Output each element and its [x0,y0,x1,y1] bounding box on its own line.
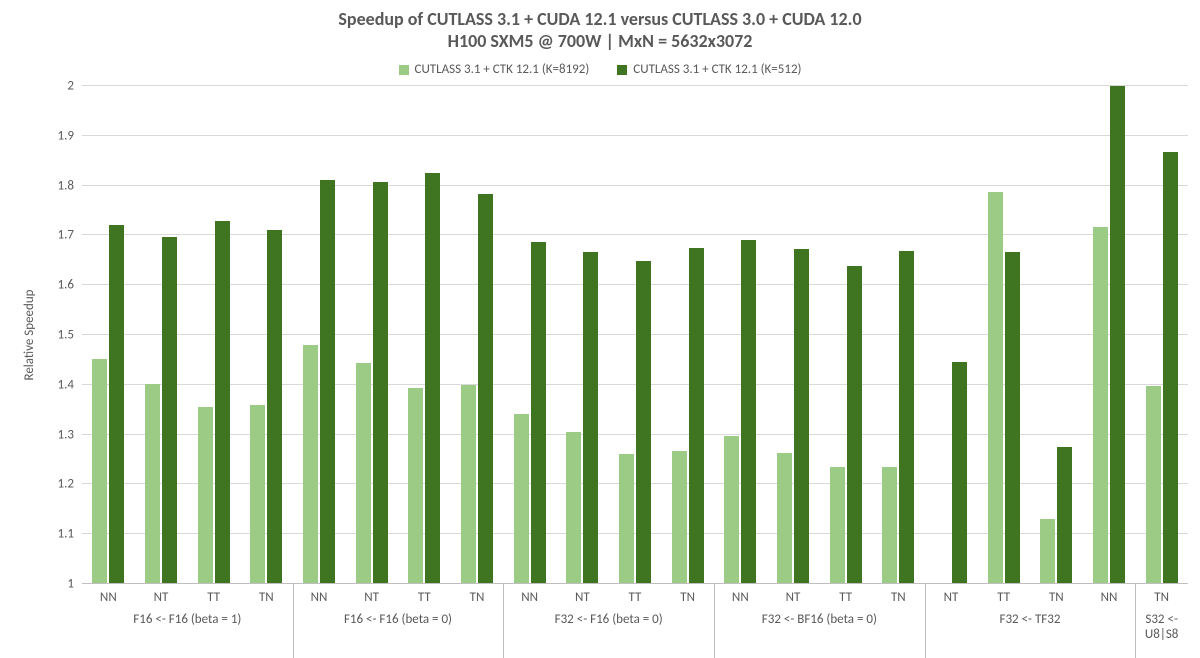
chart-legend: CUTLASS 3.1 + CTK 12.1 (K=8192) CUTLASS 3… [0,62,1200,79]
bar-series-a [303,345,318,584]
x-sub-label: TT [398,590,451,605]
y-tick-label: 1.8 [58,178,74,193]
bar-series-a [724,436,739,584]
x-sub-label: TN [872,590,925,605]
bar-series-a [145,384,160,584]
x-sub-label: NT [135,590,188,605]
bar-series-b [531,242,546,584]
y-tick-label: 1.2 [58,477,74,492]
bar-series-a [672,451,687,584]
bar-series-a [1040,519,1055,584]
x-group-label: F16 <- F16 (beta = 1) [82,612,293,627]
bar-series-b [689,248,704,584]
bar-series-b [1005,252,1020,584]
x-group-label: F32 <- TF32 [925,612,1136,627]
bar-series-b [425,173,440,584]
bar-series-a [408,388,423,584]
bar-series-b [741,240,756,584]
bar-series-b [1163,152,1178,584]
bar-series-b [952,362,967,584]
plot-area [82,86,1188,584]
chart-title-line2: H100 SXM5 @ 700W | MxN = 5632x3072 [0,30,1200,52]
bar-series-a [1093,227,1108,584]
x-sub-label: TT [819,590,872,605]
y-tick-label: 2 [67,79,74,94]
legend-swatch [399,65,409,75]
y-axis-label: Relative Speedup [22,280,37,390]
x-group-label: S32 <- U8|S8 [1135,612,1188,642]
y-tick-label: 1.7 [58,228,74,243]
x-axis-labels: NNNTTTTNF16 <- F16 (beta = 1)NNNTTTTNF16… [82,584,1188,658]
bar-series-a [882,467,897,584]
x-sub-label: NT [925,590,978,605]
x-sub-label: NN [503,590,556,605]
x-sub-label: TN [240,590,293,605]
chart-title: Speedup of CUTLASS 3.1 + CUDA 12.1 versu… [0,8,1200,52]
x-sub-label: NN [1083,590,1136,605]
x-group-label: F32 <- BF16 (beta = 0) [714,612,925,627]
legend-label: CUTLASS 3.1 + CTK 12.1 (K=512) [633,62,801,77]
bar-series-b [162,237,177,584]
x-sub-label: NT [556,590,609,605]
bar-series-a [461,385,476,584]
group-divider [714,584,715,658]
x-sub-label: TT [187,590,240,605]
group-divider [925,584,926,658]
x-group-label: F32 <- F16 (beta = 0) [503,612,714,627]
x-sub-label: TN [1030,590,1083,605]
bar-series-a [830,467,845,584]
bar-series-b [794,249,809,584]
bar-series-b [847,266,862,584]
x-sub-label: NT [767,590,820,605]
bar-series-b [109,225,124,584]
legend-label: CUTLASS 3.1 + CTK 12.1 (K=8192) [415,62,590,77]
chart-title-line1: Speedup of CUTLASS 3.1 + CUDA 12.1 versu… [0,8,1200,30]
bar-series-a [777,453,792,584]
bar-series-a [198,407,213,584]
bar-series-a [1146,386,1161,584]
bar-series-b [899,251,914,584]
bar-series-b [636,261,651,584]
bars-layer [82,86,1188,584]
y-tick-label: 1.5 [58,328,74,343]
chart-container: Speedup of CUTLASS 3.1 + CUDA 12.1 versu… [0,0,1200,658]
bar-series-b [1057,447,1072,584]
bar-series-a [356,363,371,584]
x-group-label: F16 <- F16 (beta = 0) [293,612,504,627]
group-divider [293,584,294,658]
x-sub-label: TT [609,590,662,605]
legend-swatch [617,65,627,75]
x-sub-label: TT [977,590,1030,605]
group-divider [1135,584,1136,658]
x-sub-label: NT [345,590,398,605]
bar-series-b [320,180,335,584]
x-sub-label: NN [293,590,346,605]
bar-series-b [478,194,493,584]
y-tick-label: 1.9 [58,128,74,143]
bar-series-a [988,192,1003,584]
bar-series-a [566,432,581,584]
bar-series-b [267,230,282,584]
y-tick-label: 1 [67,577,74,592]
bar-series-a [92,359,107,584]
x-sub-label: TN [451,590,504,605]
bar-series-a [250,405,265,584]
y-tick-label: 1.1 [58,527,74,542]
y-tick-label: 1.6 [58,278,74,293]
bar-series-b [1110,86,1125,584]
bar-series-b [373,182,388,584]
x-sub-label: NN [82,590,135,605]
x-sub-label: TN [1135,590,1188,605]
y-tick-label: 1.3 [58,427,74,442]
legend-item-1: CUTLASS 3.1 + CTK 12.1 (K=512) [617,62,801,77]
bar-series-a [619,454,634,584]
legend-item-0: CUTLASS 3.1 + CTK 12.1 (K=8192) [399,62,590,77]
y-tick-label: 1.4 [58,377,74,392]
group-divider [503,584,504,658]
x-sub-label: TN [661,590,714,605]
bar-series-b [583,252,598,584]
bar-series-a [514,414,529,584]
x-sub-label: NN [714,590,767,605]
bar-series-b [215,221,230,584]
